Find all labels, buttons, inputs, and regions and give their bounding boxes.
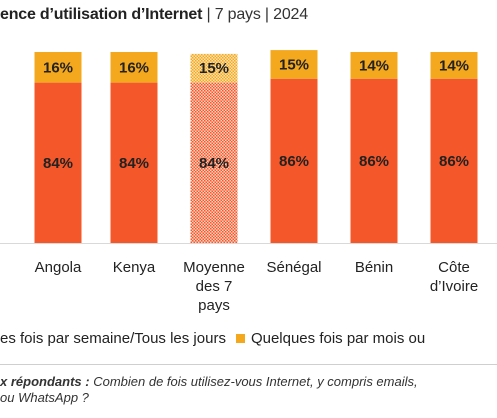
data-label-frequent-3: 84% [199, 155, 229, 172]
bar-frequent-4 [270, 78, 318, 243]
bar-monthly-3 [190, 53, 238, 83]
legend-entry-frequent: es fois par semaine/Tous les jours [0, 330, 226, 347]
data-label-frequent-2: 84% [119, 155, 149, 172]
category-label-6-line-1: d’Ivoire [430, 278, 478, 295]
bar-monthly-2 [110, 52, 158, 83]
data-label-monthly-6: 14% [439, 57, 469, 74]
question-note: x répondants : Combien de fois utilisez-… [0, 374, 497, 406]
bar-frequent-5 [350, 78, 398, 243]
bar-frequent-2 [110, 82, 158, 243]
bar-monthly-6 [430, 52, 478, 79]
title-year: 2024 [273, 6, 308, 23]
chart-title: ence d’utilisation d’Internet | 7 pays |… [0, 6, 308, 24]
bar-frequent-1 [34, 82, 82, 243]
category-label-1-line-0: Angola [35, 259, 82, 276]
legend-swatch-monthly [235, 334, 245, 344]
category-label-3-line-0: Moyenne [183, 259, 245, 276]
note-line-2: ou WhatsApp ? [0, 390, 89, 405]
category-label-3-line-2: pays [198, 297, 230, 314]
note-bold-label: x répondants : [0, 374, 90, 389]
category-label-5-line-0: Bénin [355, 259, 393, 276]
category-label-6-line-0: Côte [438, 259, 470, 276]
legend-label-frequent: es fois par semaine/Tous les jours [0, 330, 226, 347]
category-label-2-line-0: Kenya [113, 259, 156, 276]
bar-monthly-4 [270, 50, 318, 79]
title-main: ence d’utilisation d’Internet [0, 6, 203, 23]
data-label-monthly-2: 16% [119, 59, 149, 76]
title-separator-2: | [264, 6, 269, 23]
bar-monthly-5 [350, 52, 398, 79]
bar-group: 84% 16% 84% 16% 84% 15% 86% 15% 86% 14% 86% 14% [34, 50, 478, 243]
divider [0, 364, 497, 365]
title-separator-1: | [206, 6, 211, 23]
legend-label-monthly: Quelques fois par mois ou [250, 330, 426, 347]
data-label-monthly-1: 16% [43, 59, 73, 76]
data-label-frequent-4: 86% [279, 153, 309, 170]
legend-entry-monthly: Quelques fois par mois ou [226, 330, 425, 347]
bar-frequent-3 [190, 82, 238, 243]
data-label-monthly-3: 15% [199, 60, 229, 77]
bar-frequent-6 [430, 78, 478, 243]
category-labels: eAngolaKenyaMoyennedes 7paysSénégalBénin… [0, 259, 478, 314]
data-label-monthly-5: 14% [359, 57, 389, 74]
data-label-monthly-4: 15% [279, 56, 309, 73]
title-countries: 7 pays [214, 6, 261, 23]
note-line-1: Combien de fois utilisez-vous Internet, … [93, 374, 418, 389]
bar-monthly-1 [34, 52, 82, 83]
category-label-4-line-0: Sénégal [266, 259, 321, 276]
data-label-frequent-6: 86% [439, 153, 469, 170]
data-label-frequent-1: 84% [43, 155, 73, 172]
stacked-bar-chart: 84%16%84%16%84%15%86%15%86%14%86%14% eAn… [0, 50, 497, 314]
category-label-3-line-1: des 7 [196, 278, 233, 295]
legend: es fois par semaine/Tous les jours Quelqu… [0, 330, 425, 347]
data-label-frequent-5: 86% [359, 153, 389, 170]
